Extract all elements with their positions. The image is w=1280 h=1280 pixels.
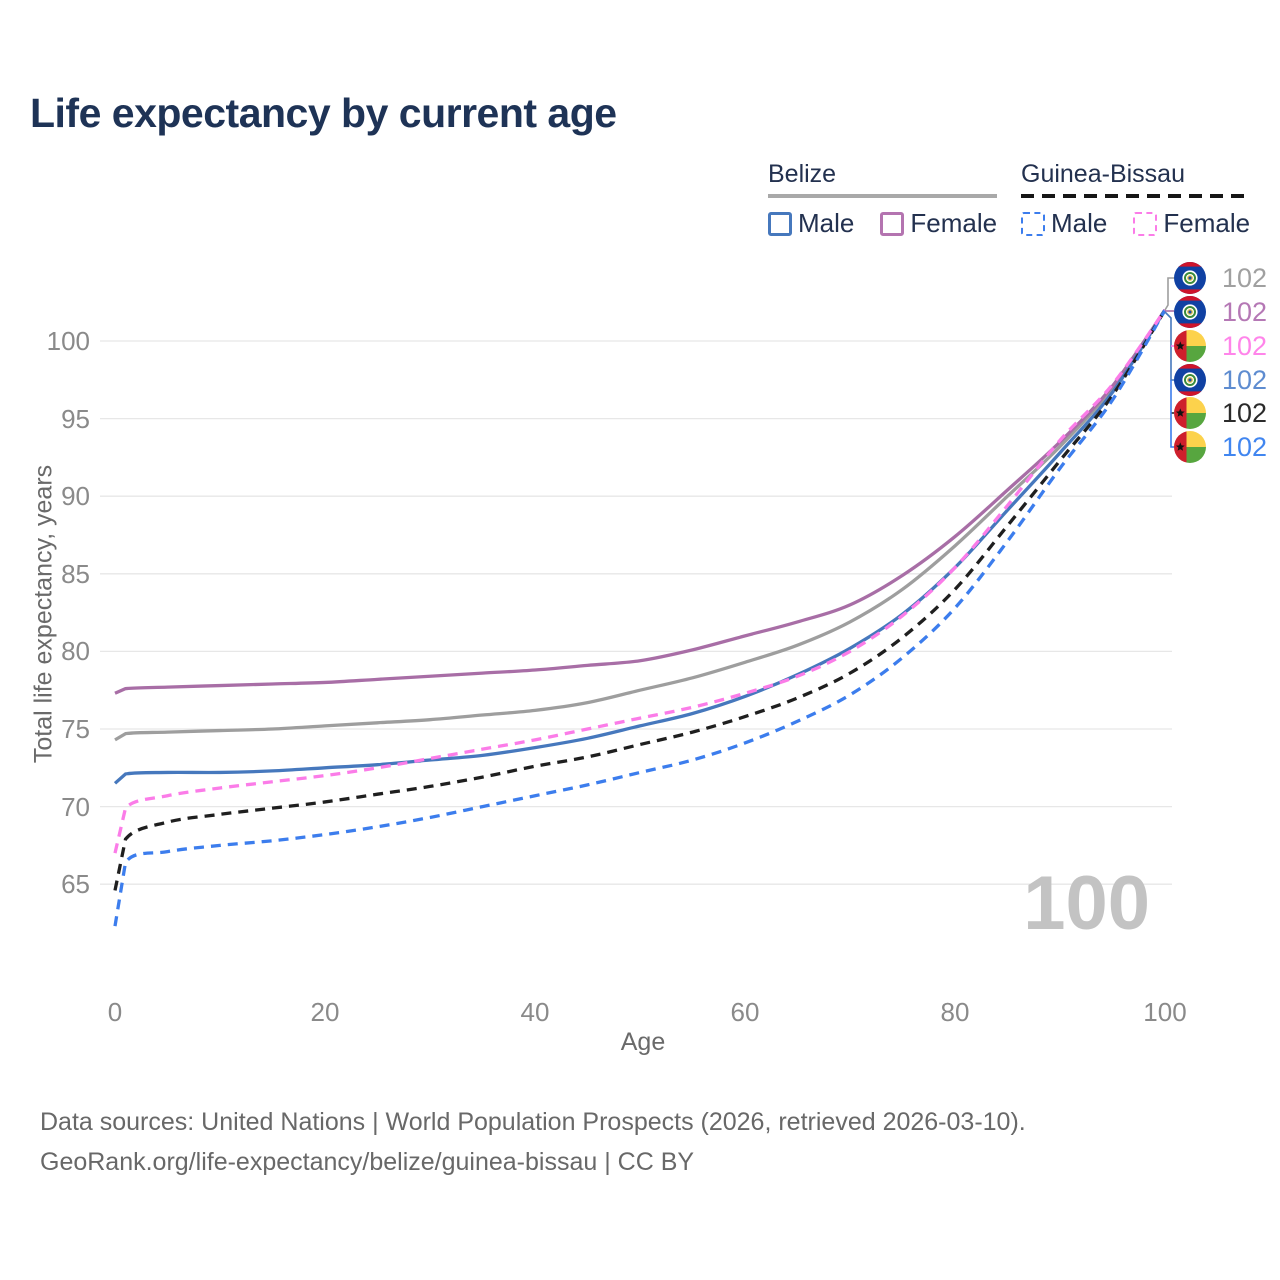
y-tick-label-100: 100	[46, 326, 90, 356]
endpoint-value-belize-total: 102	[1222, 263, 1268, 293]
y-tick-label-80: 80	[61, 636, 90, 667]
endpoint-value-belize-male: 102	[1222, 365, 1268, 395]
belize-flag-icon	[1174, 296, 1206, 328]
gb-female-label: Female	[1163, 208, 1251, 238]
x-tick-label-60: 60	[730, 997, 760, 1027]
guinea-bissau-flag-icon	[1174, 330, 1206, 362]
y-tick-label-85: 85	[61, 558, 90, 589]
x-tick-label-100: 100	[1143, 997, 1187, 1027]
endpoint-value-gb-total: 102	[1222, 398, 1268, 428]
y-tick-label-65: 65	[61, 869, 90, 900]
leader-gb-male	[1170, 380, 1174, 448]
series-line-belize-female[interactable]	[114, 309, 1167, 695]
series-line-gb-total[interactable]	[113, 309, 1167, 891]
attribution-text: GeoRank.org/life-expectancy/belize/guine…	[40, 1148, 695, 1176]
endpoint-value-gb-male: 102	[1222, 432, 1268, 462]
guinea-bissau-flag-icon	[1174, 431, 1206, 463]
series-line-belize-total[interactable]	[114, 309, 1167, 742]
y-tick-label-70: 70	[61, 791, 90, 822]
y-tick-label-90: 90	[61, 481, 90, 512]
x-tick-label-80: 80	[940, 997, 970, 1027]
belize-flag-icon	[1174, 262, 1206, 294]
series-line-belize-male[interactable]	[113, 309, 1167, 785]
age-counter-watermark: 100	[1023, 861, 1150, 946]
legend-guinea-bissau-line-sample	[1021, 194, 1251, 198]
endpoint-row-gb-total: 102	[1174, 397, 1267, 429]
legend-country-belize[interactable]: Belize	[768, 160, 837, 188]
x-tick-label-0: 0	[107, 997, 123, 1027]
endpoint-row-belize-total: 102	[1174, 262, 1267, 294]
leader-belize-male	[1164, 311, 1174, 381]
legend-item-gb-female[interactable]: Female	[1133, 208, 1250, 239]
y-tick-label-75: 75	[61, 714, 90, 744]
belize-male-label: Male	[798, 208, 855, 238]
legend-item-gb-male[interactable]: Male	[1021, 208, 1107, 239]
data-sources-text: Data sources: United Nations | World Pop…	[40, 1108, 1026, 1136]
endpoint-value-gb-female: 102	[1222, 331, 1268, 361]
legend-group-guinea-bissau: Guinea-Bissau Male Female	[1021, 160, 1251, 239]
guinea-bissau-flag-icon	[1174, 397, 1206, 429]
legend-item-belize-male[interactable]: Male	[768, 208, 854, 239]
belize-male-swatch[interactable]	[768, 211, 792, 236]
legend-group-belize: Belize Male Female	[768, 160, 998, 239]
endpoint-row-belize-female: 102	[1174, 296, 1267, 328]
belize-female-label: Female	[910, 208, 998, 238]
endpoint-row-gb-female: 102	[1174, 330, 1267, 362]
belize-flag-icon	[1174, 364, 1206, 396]
legend-country-guinea-bissau[interactable]: Guinea-Bissau	[1021, 160, 1185, 188]
gb-female-swatch[interactable]	[1133, 211, 1158, 236]
gb-male-swatch[interactable]	[1021, 211, 1045, 236]
y-tick-label-95: 95	[61, 403, 90, 434]
series-line-gb-female[interactable]	[113, 309, 1167, 854]
belize-female-swatch[interactable]	[880, 211, 905, 236]
legend-belize-line-sample	[768, 194, 998, 198]
endpoint-row-belize-male: 102	[1174, 364, 1267, 396]
endpoint-row-gb-male: 102	[1174, 431, 1267, 463]
endpoint-value-belize-female: 102	[1222, 297, 1268, 327]
gb-male-label: Male	[1051, 208, 1108, 238]
leader-belize-total	[1164, 277, 1174, 311]
legend-item-belize-female[interactable]: Female	[880, 208, 997, 239]
x-tick-label-40: 40	[520, 997, 550, 1027]
x-axis-title: Age	[620, 1028, 666, 1056]
x-tick-label-20: 20	[310, 997, 340, 1027]
page-title: Life expectancy by current age	[30, 90, 617, 136]
series-line-gb-male[interactable]	[113, 309, 1167, 927]
